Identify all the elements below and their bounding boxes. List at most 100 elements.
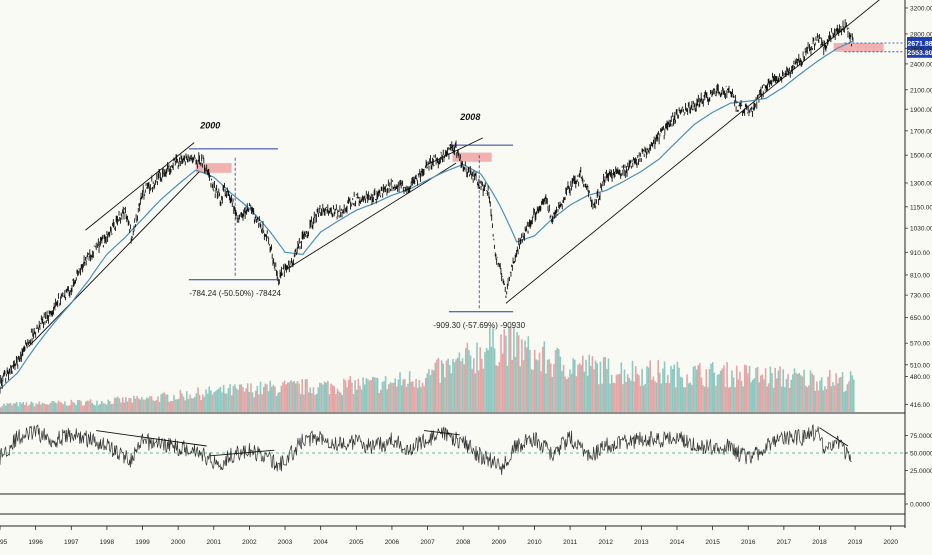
volume-bar	[34, 406, 36, 412]
volume-bar	[242, 387, 244, 412]
volume-bar	[428, 369, 430, 412]
volume-bar	[189, 395, 191, 412]
volume-bar	[146, 398, 148, 412]
volume-bar	[734, 387, 736, 412]
volume-bar	[627, 374, 629, 412]
volume-bar	[539, 353, 541, 412]
volume-bar	[819, 380, 821, 412]
volume-bar	[343, 379, 345, 412]
volume-bar	[223, 385, 225, 412]
year-tick-label: 2003	[278, 539, 293, 546]
volume-bar	[768, 383, 770, 412]
volume-bar	[295, 383, 297, 412]
volume-bar	[524, 341, 526, 412]
year-tick-label: 2014	[670, 539, 685, 546]
volume-bar	[637, 374, 639, 412]
volume-bar	[406, 387, 408, 412]
zone-rect	[834, 43, 884, 52]
volume-bar	[120, 403, 122, 412]
volume-bar	[258, 394, 260, 412]
volume-bar	[831, 386, 833, 412]
volume-bar	[398, 380, 400, 412]
volume-bar	[587, 376, 589, 412]
volume-bar	[619, 374, 621, 412]
volume-bar	[119, 398, 121, 412]
volume-bar	[774, 368, 776, 412]
volume-bar	[742, 386, 744, 412]
volume-bar	[372, 377, 374, 412]
volume-bar	[141, 397, 143, 412]
volume-bar	[300, 394, 302, 412]
volume-bar	[465, 348, 467, 412]
year-tick-label: 2017	[777, 539, 792, 546]
volume-bar	[26, 402, 28, 412]
volume-bar	[183, 396, 185, 412]
volume-bar	[459, 352, 461, 412]
volume-bar	[367, 379, 369, 412]
year-tick-label: 1996	[28, 539, 43, 546]
volume-bar	[24, 405, 26, 412]
volume-bar	[127, 401, 129, 412]
volume-bar	[104, 403, 106, 412]
price-tick-label: 910.00	[910, 250, 930, 257]
volume-bar	[45, 404, 47, 412]
volume-bar	[202, 394, 204, 412]
volume-bar	[234, 384, 236, 412]
volume-bar	[843, 392, 845, 412]
volume-bar	[518, 335, 520, 412]
volume-bar	[484, 352, 486, 412]
volume-bar	[321, 383, 323, 412]
volume-bar	[10, 403, 12, 412]
volume-bar	[260, 382, 262, 412]
volume-bar	[725, 387, 727, 412]
volume-bar	[595, 361, 597, 412]
volume-bar	[170, 401, 172, 412]
volume-bar	[521, 339, 523, 412]
volume-bar	[433, 371, 435, 412]
period-label: 2008	[459, 112, 480, 122]
volume-bar	[449, 365, 451, 412]
volume-bar	[133, 396, 135, 412]
volume-bar	[545, 374, 547, 412]
volume-bar	[532, 370, 534, 412]
volume-bar	[810, 370, 812, 412]
volume-bar	[139, 400, 141, 412]
volume-bar	[750, 382, 752, 412]
volume-bar	[276, 396, 278, 412]
volume-bar	[213, 392, 215, 412]
volume-bar	[444, 377, 446, 412]
volume-bar	[393, 383, 395, 412]
volume-bar	[101, 401, 103, 412]
volume-bar	[325, 383, 327, 412]
volume-bar	[704, 387, 706, 412]
volume-bar	[69, 405, 71, 412]
volume-bar	[239, 385, 241, 412]
volume-bar	[646, 366, 648, 412]
volume-bar	[632, 361, 634, 412]
volume-bar	[48, 405, 50, 412]
volume-bar	[149, 396, 151, 412]
volume-bar	[681, 378, 683, 412]
volume-bar	[284, 381, 286, 412]
volume-bar	[0, 407, 2, 412]
price-tick-label: 650.00	[910, 315, 930, 322]
volume-bar	[220, 387, 222, 412]
volume-bar	[691, 385, 693, 412]
volume-bar	[555, 350, 557, 412]
volume-bar	[228, 388, 230, 412]
volume-bar	[122, 397, 124, 412]
volume-bar	[303, 395, 305, 412]
volume-bar	[824, 386, 826, 412]
volume-bar	[329, 394, 331, 412]
volume-bar	[510, 327, 512, 412]
volume-bar	[13, 403, 15, 412]
volume-bar	[245, 388, 247, 412]
volume-bar	[194, 397, 196, 412]
volume-bar	[624, 369, 626, 412]
volume-bar	[452, 359, 454, 412]
volume-bar	[564, 377, 566, 412]
volume-bar	[353, 394, 355, 412]
volume-bar	[6, 403, 8, 412]
volume-bar	[850, 371, 852, 412]
